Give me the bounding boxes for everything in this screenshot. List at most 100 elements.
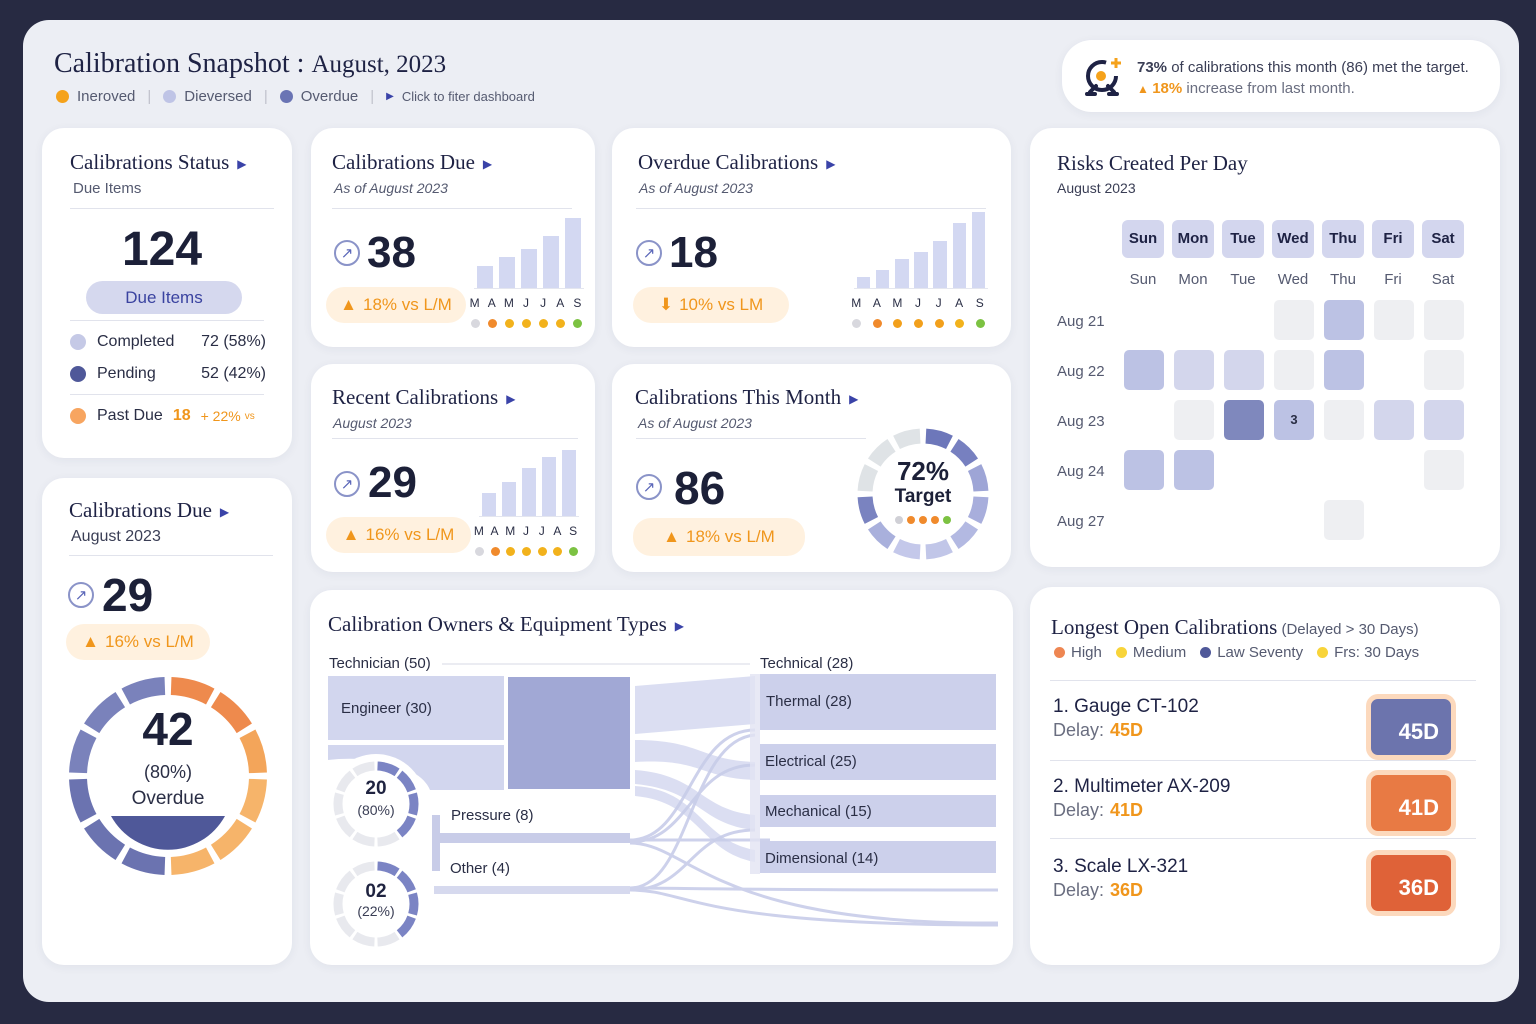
heatmap-cell[interactable] bbox=[1424, 300, 1464, 340]
heatmap-cell[interactable] bbox=[1174, 350, 1214, 390]
target-gauge bbox=[857, 428, 989, 560]
card-title[interactable]: Recent Calibrations ▶ bbox=[332, 385, 515, 410]
legend-separator: | bbox=[370, 88, 375, 105]
card-title[interactable]: Calibrations Status ▶ bbox=[70, 150, 246, 175]
heatmap-cell[interactable] bbox=[1224, 400, 1264, 440]
past-due-label: Past Due bbox=[97, 407, 163, 424]
delay-badge[interactable]: 36D bbox=[1366, 850, 1456, 916]
trend-arrow-icon: ↗ bbox=[636, 474, 662, 500]
card-title[interactable]: Overdue Calibrations ▶ bbox=[638, 150, 835, 175]
heatmap-cell[interactable] bbox=[1274, 300, 1314, 340]
delay-badge[interactable]: 45D bbox=[1366, 694, 1456, 760]
delta-pill: ⬇ 10% vs LM bbox=[633, 287, 789, 323]
legend-item[interactable]: Overdue bbox=[300, 88, 359, 105]
title-text: Calibrations Due bbox=[332, 150, 475, 174]
legend-item[interactable]: Dieversed bbox=[184, 88, 252, 105]
heatmap-cell[interactable] bbox=[1174, 400, 1214, 440]
legend-label: Medium bbox=[1132, 644, 1187, 661]
list-item[interactable]: 2. Multimeter AX-209 Delay: 41D 41D bbox=[1050, 770, 1476, 844]
list-item[interactable]: 3. Scale LX-321 Delay: 36D 36D bbox=[1050, 850, 1476, 924]
calibrations-due-card[interactable]: Calibrations Due ▶ As of August 2023 ↗ 38… bbox=[311, 128, 595, 347]
overdue-calibrations-card[interactable]: Overdue Calibrations ▶ As of August 2023 … bbox=[612, 128, 1011, 347]
calibrations-this-month-card[interactable]: Calibrations This Month ▶ As of August 20… bbox=[612, 364, 1011, 572]
status-dot bbox=[893, 319, 903, 328]
banner-delta: 18% bbox=[1152, 80, 1183, 97]
heatmap-cell[interactable] bbox=[1424, 400, 1464, 440]
heatmap-cell[interactable] bbox=[1324, 400, 1364, 440]
day-tab[interactable]: Wed bbox=[1272, 220, 1314, 258]
month-label: S bbox=[569, 524, 578, 538]
chevron-right-icon: ▶ bbox=[386, 91, 394, 102]
recent-calibrations-card[interactable]: Recent Calibrations ▶ August 2023 ↗ 29 ▲ 1… bbox=[311, 364, 595, 572]
heatmap-cell[interactable] bbox=[1224, 350, 1264, 390]
heatmap-cell[interactable] bbox=[1274, 350, 1314, 390]
delta-pill: ▲ 16% vs L/M bbox=[66, 624, 210, 660]
play-arrow-icon: ▶ bbox=[219, 504, 230, 519]
banner-line-1: 73% of calibrations this month (86) met … bbox=[1137, 59, 1469, 76]
filter-hint-link[interactable]: Click to fiter dashboard bbox=[401, 89, 535, 104]
heatmap-cell[interactable]: 3 bbox=[1274, 400, 1314, 440]
day-tab[interactable]: Tue bbox=[1222, 220, 1264, 258]
legend-separator: | bbox=[263, 88, 268, 105]
card-title[interactable]: Calibrations Due ▶ bbox=[69, 498, 229, 523]
day-tab[interactable]: Thu bbox=[1322, 220, 1364, 258]
heatmap-cell[interactable] bbox=[1124, 350, 1164, 390]
status-dot bbox=[539, 319, 549, 328]
play-arrow-icon: ▶ bbox=[826, 156, 836, 171]
card-title[interactable]: Risks Created Per Day bbox=[1057, 151, 1248, 175]
node-dimensional[interactable] bbox=[760, 841, 996, 873]
heatmap-cell[interactable] bbox=[1324, 350, 1364, 390]
risks-per-day-card[interactable]: Risks Created Per Day August 2023 Sun Sun… bbox=[1030, 128, 1500, 567]
legend-item[interactable]: Ineroved bbox=[77, 88, 136, 105]
divider bbox=[1050, 680, 1476, 681]
spark-bar bbox=[543, 236, 559, 288]
legend-label: Frs: 30 Days bbox=[1334, 644, 1420, 661]
gauge-dots bbox=[855, 516, 991, 524]
node-thermal[interactable] bbox=[760, 674, 996, 730]
legend-dot bbox=[279, 90, 293, 103]
past-due-dot bbox=[70, 408, 86, 424]
day-column-label: Tue bbox=[1230, 271, 1256, 288]
calibrations-status-card[interactable]: Calibrations Status ▶ Due Items 124 Due I… bbox=[42, 128, 292, 458]
heatmap-cell[interactable] bbox=[1324, 300, 1364, 340]
legend-dot bbox=[1054, 647, 1065, 658]
month-label: J bbox=[540, 296, 547, 310]
card-title[interactable]: Calibrations This Month ▶ bbox=[635, 385, 858, 410]
day-tab[interactable]: Mon bbox=[1172, 220, 1214, 258]
node-mechanical[interactable] bbox=[760, 795, 996, 827]
heatmap-cell[interactable] bbox=[1424, 450, 1464, 490]
heatmap-cell[interactable] bbox=[1124, 450, 1164, 490]
spark-bar bbox=[895, 259, 909, 288]
heatmap-cell[interactable] bbox=[1174, 450, 1214, 490]
legend-dot bbox=[1115, 647, 1127, 658]
list-item[interactable]: 1. Gauge CT-102 Delay: 45D 45D bbox=[1050, 692, 1476, 764]
node-technician-aggregate[interactable] bbox=[508, 677, 630, 789]
heatmap-cell[interactable] bbox=[1374, 400, 1414, 440]
node-engineer[interactable] bbox=[328, 676, 504, 740]
day-tab[interactable]: Sun bbox=[1122, 220, 1164, 258]
ring-segment bbox=[333, 792, 344, 816]
delay-badge[interactable]: 41D bbox=[1366, 770, 1456, 836]
legend-label: Law Seventy bbox=[1217, 644, 1304, 661]
longest-open-card[interactable]: Longest Open Calibrations (Delayed > 30 … bbox=[1030, 587, 1500, 965]
card-title[interactable]: Calibrations Due ▶ bbox=[332, 150, 492, 175]
status-dot bbox=[487, 319, 497, 328]
down-arrow-icon: ⬇ bbox=[658, 295, 674, 314]
flow-other bbox=[434, 886, 630, 894]
heatmap-cell[interactable] bbox=[1424, 350, 1464, 390]
heatmap-cell[interactable] bbox=[1324, 500, 1364, 540]
delay-value: 36D bbox=[1110, 880, 1144, 900]
gauge-value: 02 bbox=[365, 881, 387, 902]
calibrations-due-overdue-card[interactable]: Calibrations Due ▶ August 2023 ↗ 29 ▲ 16% … bbox=[42, 478, 292, 965]
day-tab[interactable]: Sat bbox=[1422, 220, 1464, 258]
play-arrow-icon: ▶ bbox=[506, 391, 516, 406]
ring-segment bbox=[377, 931, 400, 947]
heatmap-cell[interactable] bbox=[1374, 300, 1414, 340]
card-title[interactable]: Calibration Owners & Equipment Types ▶ bbox=[328, 612, 684, 637]
node-electrical[interactable] bbox=[760, 744, 996, 780]
owners-equipment-card[interactable]: Calibration Owners & Equipment Types ▶ Te… bbox=[310, 590, 1013, 965]
source-label: Pressure (8) bbox=[451, 807, 534, 824]
day-tab[interactable]: Fri bbox=[1372, 220, 1414, 258]
due-items-button[interactable]: Due Items bbox=[86, 281, 242, 314]
